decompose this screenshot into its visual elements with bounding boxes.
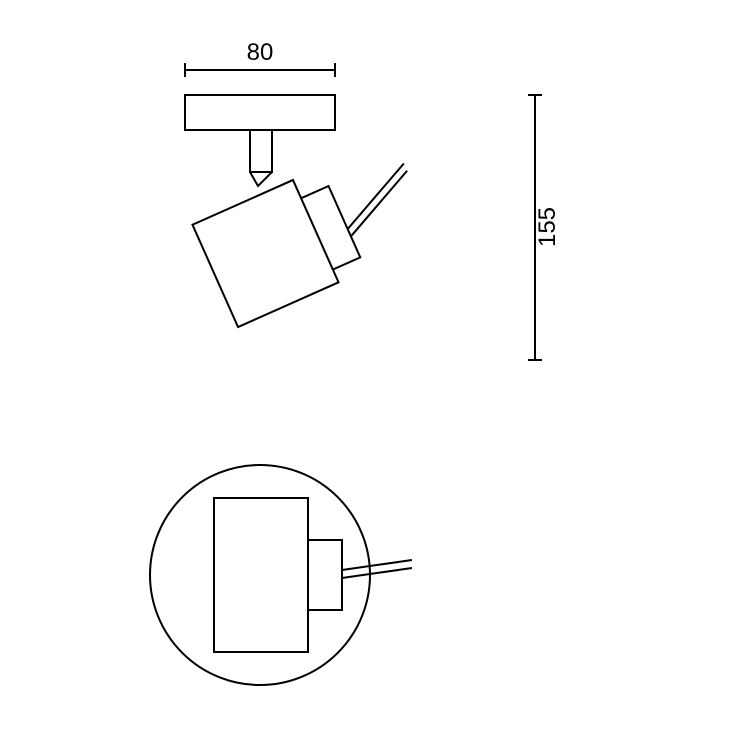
lamp-body-group (192, 136, 437, 327)
joint-notch (250, 172, 272, 186)
dimension-width: 80 (185, 39, 335, 77)
dimension-height: 155 (528, 95, 561, 360)
lamp-body-top (214, 498, 308, 652)
dim-width-label: 80 (247, 39, 274, 66)
top-view (150, 465, 412, 685)
technical-drawing: 80 155 (0, 0, 750, 750)
dim-height-label: 155 (534, 207, 561, 247)
base-plate (185, 95, 335, 130)
lamp-back-top (306, 540, 342, 610)
side-view (185, 95, 437, 327)
stem (250, 130, 272, 172)
